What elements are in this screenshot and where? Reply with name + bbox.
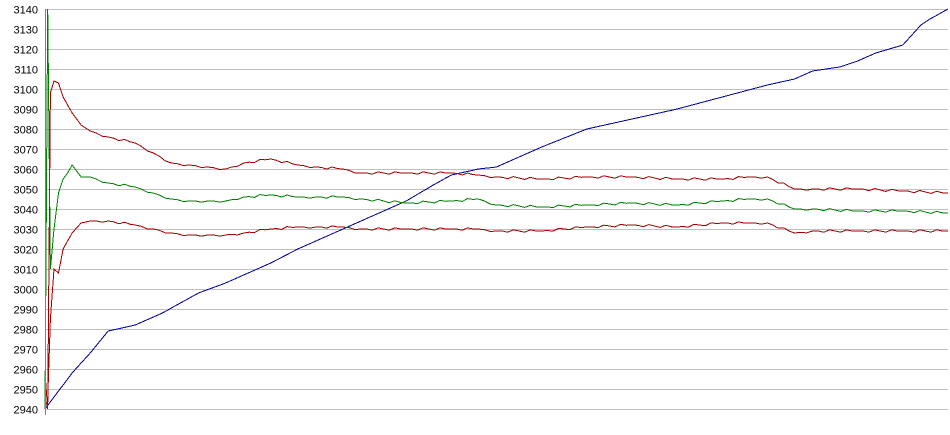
y-tick-label: 2960	[14, 365, 38, 377]
y-tick-label: 3070	[14, 145, 38, 157]
y-tick-label: 3110	[14, 65, 38, 77]
y-tick-label: 3020	[14, 245, 38, 257]
y-tick-label: 2950	[14, 385, 38, 397]
y-tick-label: 3090	[14, 105, 38, 117]
y-tick-label: 3000	[14, 285, 38, 297]
gridlines	[45, 9, 948, 410]
y-tick-label: 3010	[14, 265, 38, 277]
y-tick-label: 3130	[14, 25, 38, 37]
y-tick-label: 2940	[14, 405, 38, 417]
series-line-4	[44, 220, 948, 410]
y-tick-label: 2980	[14, 325, 38, 337]
y-tick-label: 3100	[14, 85, 38, 97]
y-tick-label: 3050	[14, 185, 38, 197]
y-tick-label: 2970	[14, 345, 38, 357]
y-tick-label: 3080	[14, 125, 38, 137]
series-line-3	[44, 8, 949, 410]
series-lines	[44, 8, 949, 410]
series-line-2	[44, 80, 949, 410]
y-axis-tick-labels: 3140 3130 3120 3110 3100 3090 3080 3070 3060 3050…	[14, 5, 38, 417]
y-tick-label: 3140	[14, 5, 38, 17]
y-tick-label: 3030	[14, 225, 38, 237]
y-tick-label: 3040	[14, 205, 38, 217]
series-line-1	[44, 8, 949, 410]
y-tick-label: 3120	[14, 45, 38, 57]
y-tick-label: 2990	[14, 305, 38, 317]
y-tick-label: 3060	[14, 165, 38, 177]
